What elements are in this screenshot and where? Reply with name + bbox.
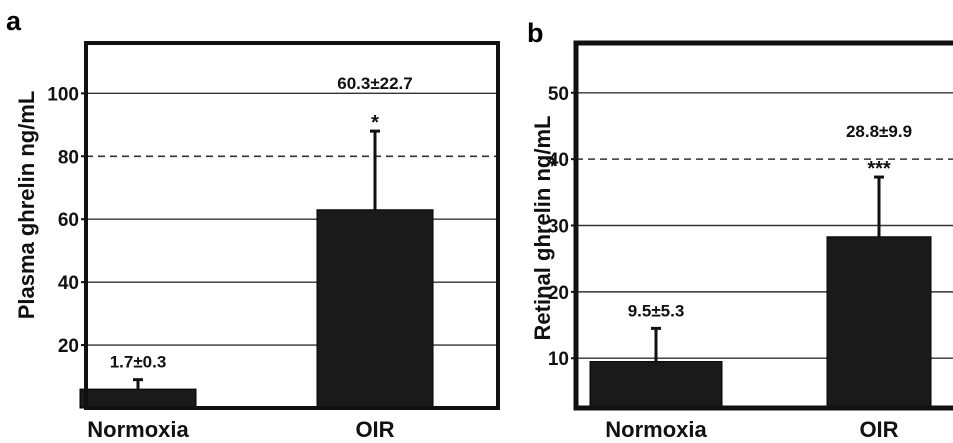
bar-oir — [826, 236, 932, 409]
panel-b: b Retinal ghrelin ng/mL 10 20 30 40 50 9.5±5… — [527, 18, 953, 442]
y-tick-label: 20 — [58, 336, 79, 357]
y-tick-label: 10 — [548, 349, 569, 370]
bars-a — [79, 209, 434, 409]
plot-frame-a — [84, 41, 500, 410]
error-bars-a — [133, 129, 380, 390]
data-label: 9.5±5.3 — [628, 301, 685, 320]
bar-normoxia — [79, 388, 197, 409]
y-axis-label-b: Retinal ghrelin ng/mL — [530, 116, 555, 341]
x-tick-label-oir: OIR — [859, 417, 898, 442]
bars-b — [589, 236, 932, 409]
y-tick-label: 40 — [548, 150, 569, 171]
y-axis-label-a: Plasma ghrelin ng/mL — [14, 91, 39, 320]
panel-a: a Plasma ghrelin ng/mL 20 40 60 80 100 1.7±0… — [6, 6, 500, 442]
data-labels-b: 9.5±5.3 28.8±9.9 *** — [628, 122, 912, 320]
gridlines-a — [86, 92, 498, 346]
y-tick-label: 20 — [548, 283, 569, 304]
x-tick-label-oir: OIR — [355, 417, 394, 442]
data-labels-a: 1.7±0.3 60.3±22.7 * — [110, 74, 413, 372]
x-tick-label-normoxia: Normoxia — [605, 417, 707, 442]
y-tick-label: 80 — [58, 147, 79, 168]
data-label: 1.7±0.3 — [110, 353, 167, 372]
panel-letter-a: a — [6, 6, 22, 36]
y-ticks-b: 10 20 30 40 50 — [548, 84, 576, 370]
y-tick-label: 50 — [548, 84, 569, 105]
plot-frame-b — [573, 40, 953, 411]
y-tick-label: 60 — [58, 210, 79, 231]
y-tick-label: 30 — [548, 217, 569, 238]
error-bars-b — [651, 175, 884, 362]
panel-letter-b: b — [527, 18, 544, 48]
x-tick-labels-b: Normoxia OIR — [605, 417, 898, 442]
significance-marker: *** — [867, 158, 891, 180]
x-tick-label-normoxia: Normoxia — [87, 417, 189, 442]
significance-marker: * — [371, 112, 379, 134]
bar-oir — [316, 209, 434, 409]
data-label: 28.8±9.9 — [846, 122, 912, 141]
x-tick-labels-a: Normoxia OIR — [87, 417, 394, 442]
data-label: 60.3±22.7 — [337, 74, 413, 93]
y-ticks-a: 20 40 60 80 100 — [47, 84, 86, 357]
y-tick-label: 100 — [47, 84, 79, 105]
y-tick-label: 40 — [58, 273, 79, 294]
bar-normoxia — [589, 361, 723, 409]
